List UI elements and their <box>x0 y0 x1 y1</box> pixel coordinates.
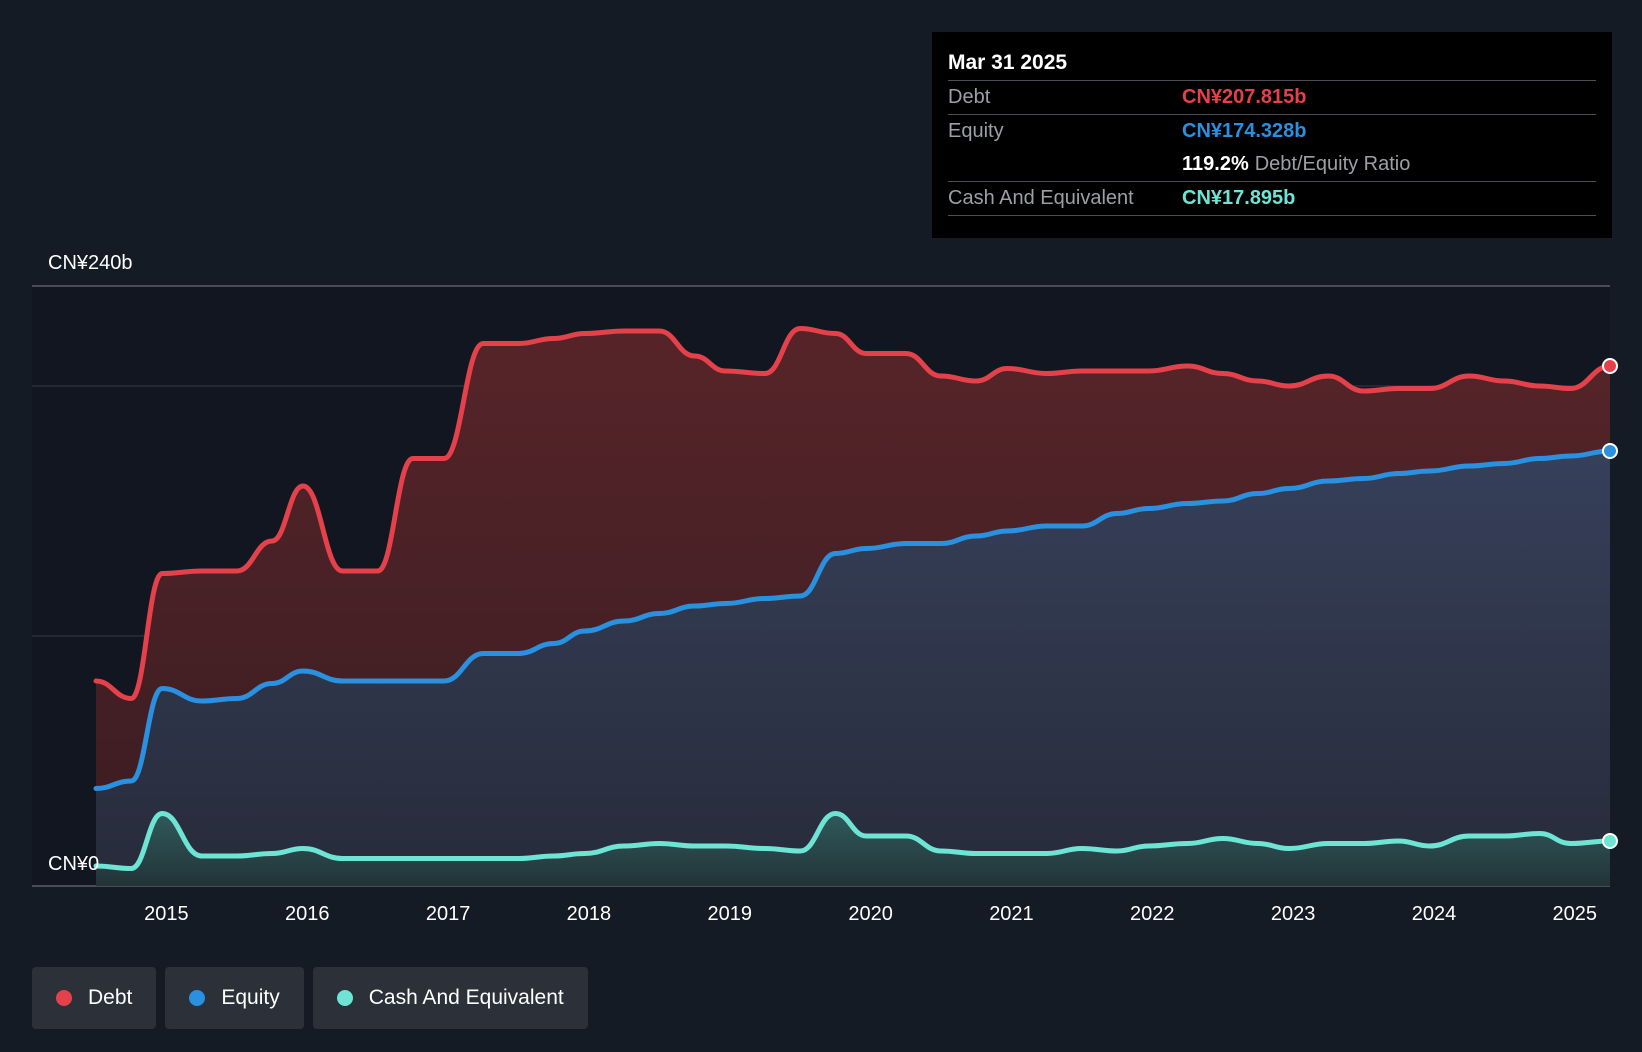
legend-dot-cash <box>336 990 353 1006</box>
cash-area <box>96 813 1610 886</box>
cash-line <box>93 811 1613 871</box>
tooltip-equity-label: Equity <box>948 120 1004 142</box>
tooltip-row-debt: Debt CN¥207.815b <box>948 80 1596 114</box>
x-tick-label: 2021 <box>989 903 1034 925</box>
tooltip-cash-value: CN¥17.895b <box>1182 187 1296 209</box>
end-markers <box>1602 358 1618 849</box>
tooltip-debt-value: CN¥207.815b <box>1182 86 1307 108</box>
legend-dot-debt <box>56 990 72 1006</box>
tooltip-ratio-label: Debt/Equity Ratio <box>1254 153 1411 175</box>
tooltip-row-ratio: 119.2% Debt/Equity Ratio <box>948 148 1596 181</box>
debt-end-marker[interactable] <box>1602 358 1618 374</box>
x-tick-label: 2025 <box>1553 903 1598 925</box>
x-tick-label: 2015 <box>144 903 189 925</box>
legend-dot-equity <box>189 990 206 1006</box>
y-axis-top-label: CN¥240b <box>48 252 133 274</box>
legend-item-equity[interactable]: Equity <box>165 967 304 1029</box>
tooltip-cash-label: Cash And Equivalent <box>948 187 1134 209</box>
equity-area <box>96 451 1610 886</box>
legend: Debt Equity Cash And Equivalent <box>32 967 588 1029</box>
legend-label-cash: Cash And Equivalent <box>368 986 564 1009</box>
x-tick-label: 2022 <box>1130 903 1175 925</box>
legend-item-cash[interactable]: Cash And Equivalent <box>312 967 588 1029</box>
x-axis-ticks: 2015 2016 2017 2018 2019 2020 2021 2022 2023 2024… <box>144 903 1597 925</box>
legend-item-debt[interactable]: Debt <box>32 967 157 1029</box>
x-tick-label: 2018 <box>567 903 612 925</box>
debt-line <box>93 326 1613 701</box>
tooltip-date: Mar 31 2025 <box>948 51 1068 74</box>
y-axis-bottom-label: CN¥0 <box>48 853 99 875</box>
x-tick-label: 2023 <box>1271 903 1316 925</box>
tooltip-row-equity: Equity CN¥174.328b <box>948 114 1596 148</box>
tooltip-panel: Mar 31 2025 Debt CN¥207.815b Equity CN¥1… <box>932 32 1612 238</box>
series-areas <box>96 328 1610 886</box>
x-tick-label: 2019 <box>708 903 753 925</box>
x-tick-label: 2016 <box>285 903 330 925</box>
tooltip-equity-value: CN¥174.328b <box>1182 120 1307 142</box>
legend-label-equity: Equity <box>221 986 280 1009</box>
tooltip-debt-label: Debt <box>948 86 991 108</box>
cash-end-marker[interactable] <box>1602 833 1618 849</box>
series-lines <box>93 326 1613 871</box>
equity-line <box>93 448 1613 791</box>
legend-label-debt: Debt <box>88 986 133 1009</box>
x-tick-label: 2017 <box>426 903 471 925</box>
tooltip-row-cash: Cash And Equivalent CN¥17.895b <box>948 181 1596 216</box>
x-tick-label: 2020 <box>848 903 893 925</box>
x-tick-label: 2024 <box>1412 903 1457 925</box>
tooltip-ratio-value: 119.2% <box>1182 153 1249 175</box>
equity-end-marker[interactable] <box>1602 443 1618 459</box>
